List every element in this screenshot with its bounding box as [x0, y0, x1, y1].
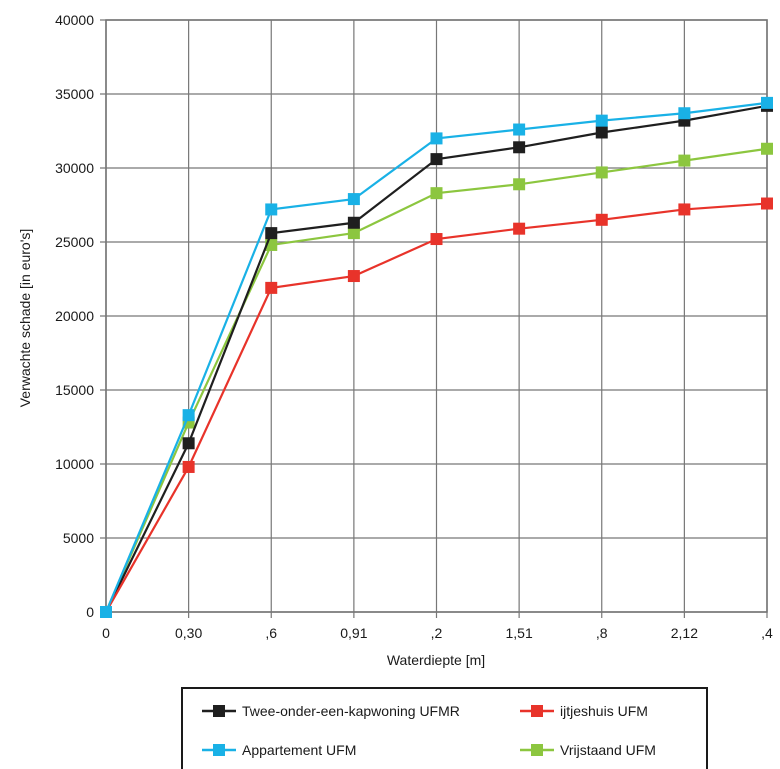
legend-item: Vrijstaand UFM: [520, 742, 656, 758]
data-point: [347, 193, 360, 206]
legend: Twee-onder-een-kapwoning UFMR ijtjeshuis …: [181, 687, 708, 769]
x-tick-label: ,4: [761, 625, 773, 641]
legend-label: Twee-onder-een-kapwoning UFMR: [242, 703, 460, 719]
data-point: [513, 141, 526, 154]
data-point: [265, 227, 278, 240]
legend-marker: [531, 705, 543, 717]
legend-item: Appartement UFM: [202, 742, 356, 758]
legend-item: Twee-onder-een-kapwoning UFMR: [202, 703, 460, 719]
series-2: [100, 96, 773, 618]
data-point: [182, 460, 195, 473]
data-point: [430, 153, 443, 166]
legend-label: ijtjeshuis UFM: [560, 703, 648, 719]
data-point: [595, 166, 608, 179]
data-point: [761, 197, 773, 210]
data-point: [761, 96, 773, 109]
data-point: [347, 270, 360, 283]
legend-item: ijtjeshuis UFM: [520, 703, 648, 719]
data-point: [265, 281, 278, 294]
y-tick-label: 15000: [55, 382, 94, 398]
x-tick-label: 0: [102, 625, 110, 641]
y-tick-label: 40000: [55, 12, 94, 28]
data-point: [347, 227, 360, 240]
data-point: [100, 606, 112, 618]
data-point: [595, 126, 608, 139]
data-point: [430, 187, 443, 200]
legend-label: Vrijstaand UFM: [560, 742, 656, 758]
y-tick-label: 35000: [55, 86, 94, 102]
y-tick-label: 20000: [55, 308, 94, 324]
y-tick-labels: 0 5000 10000 15000 20000 25000 30000 35000 40000: [55, 12, 94, 620]
y-tick-label: 10000: [55, 456, 94, 472]
y-tick-label: 0: [86, 604, 94, 620]
data-point: [430, 233, 443, 246]
x-axis-title: Waterdiepte [m]: [387, 652, 485, 668]
x-tick-labels: 0 0,30 ,6 0,91 ,2 1,51 ,8 2,12 ,4: [102, 625, 773, 641]
data-point: [595, 213, 608, 226]
data-point: [678, 203, 691, 216]
data-point: [513, 178, 526, 191]
x-tick-label: 0,30: [175, 625, 202, 641]
grid-lines: [100, 19, 768, 618]
x-tick-label: 2,12: [671, 625, 698, 641]
x-tick-label: 1,51: [506, 625, 533, 641]
data-point: [761, 142, 773, 155]
x-tick-label: ,8: [596, 625, 608, 641]
data-point: [182, 437, 195, 450]
legend-marker: [213, 705, 225, 717]
y-axis-title: Verwachte schade [in euro's]: [17, 229, 33, 408]
data-point: [430, 132, 443, 145]
data-point: [678, 107, 691, 120]
data-point: [513, 123, 526, 136]
data-point: [182, 409, 195, 422]
data-point: [347, 216, 360, 229]
legend-marker: [531, 744, 543, 756]
y-tick-label: 25000: [55, 234, 94, 250]
x-tick-label: 0,91: [340, 625, 367, 641]
legend-marker: [213, 744, 225, 756]
data-point: [513, 222, 526, 235]
legend-box: [181, 687, 708, 769]
data-point: [595, 114, 608, 127]
legend-label: Appartement UFM: [242, 742, 356, 758]
data-point: [265, 203, 278, 216]
x-tick-label: ,6: [265, 625, 277, 641]
y-tick-label: 5000: [63, 530, 94, 546]
x-tick-label: ,2: [431, 625, 443, 641]
y-tick-label: 30000: [55, 160, 94, 176]
data-point: [678, 154, 691, 167]
series-lines: [100, 96, 773, 618]
